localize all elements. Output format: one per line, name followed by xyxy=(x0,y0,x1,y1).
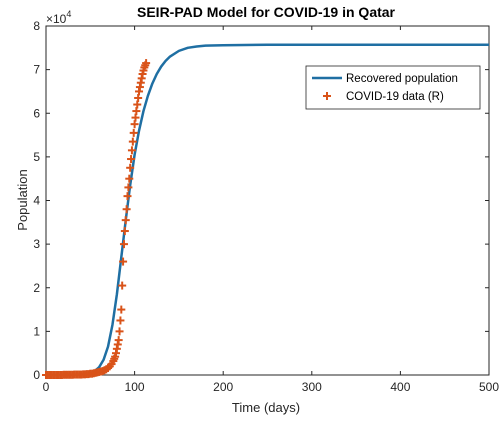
series-points-covid-data xyxy=(42,59,151,379)
x-tick-label: 200 xyxy=(213,380,233,394)
data-point xyxy=(117,305,126,314)
data-point xyxy=(119,240,128,249)
legend-box xyxy=(305,65,481,110)
y-tick-label: 2 xyxy=(33,281,40,295)
y-tick-label: 5 xyxy=(33,150,40,164)
y-exponent-power: 4 xyxy=(66,9,71,19)
x-tick-label: 0 xyxy=(43,380,50,394)
series-line-recovered xyxy=(46,43,489,377)
data-point xyxy=(129,128,138,137)
y-axis: 0 1 2 3 4 5 6 7 8 xyxy=(33,19,489,382)
data-point xyxy=(120,227,129,236)
y-axis-label: Population xyxy=(15,169,30,230)
legend-marker-swatch xyxy=(323,92,331,100)
data-point xyxy=(124,183,133,192)
x-axis: 0 100 200 300 400 500 xyxy=(43,26,499,394)
y-exponent-label: ×104 xyxy=(46,9,71,26)
data-point xyxy=(115,327,124,336)
legend: Recovered population COVID-19 data (R) xyxy=(305,65,481,110)
data-point xyxy=(127,155,136,164)
data-point xyxy=(142,59,151,68)
data-point xyxy=(116,316,125,325)
x-axis-label: Time (days) xyxy=(232,400,300,415)
data-point xyxy=(121,216,130,225)
data-point xyxy=(114,336,123,345)
data-point xyxy=(118,281,127,290)
y-exponent-base: ×10 xyxy=(46,12,67,26)
y-tick-label: 4 xyxy=(33,194,40,208)
data-point xyxy=(126,163,135,172)
data-point xyxy=(119,257,128,266)
legend-label-recovered: Recovered population xyxy=(346,73,458,85)
y-tick-label: 0 xyxy=(33,368,40,382)
y-tick-label: 8 xyxy=(33,19,40,33)
data-point xyxy=(122,205,131,214)
data-point xyxy=(323,92,331,100)
x-tick-label: 300 xyxy=(302,380,322,394)
x-tick-label: 400 xyxy=(390,380,410,394)
x-tick-label: 100 xyxy=(125,380,145,394)
y-tick-label: 7 xyxy=(33,63,40,77)
y-tick-label: 3 xyxy=(33,237,40,251)
chart-title: SEIR-PAD Model for COVID-19 in Qatar xyxy=(137,4,396,20)
data-point xyxy=(123,192,132,201)
series-layer xyxy=(42,43,489,379)
y-tick-label: 6 xyxy=(33,106,40,120)
data-point xyxy=(125,174,134,183)
x-tick-label: 500 xyxy=(479,380,499,394)
legend-label-covid-data: COVID-19 data (R) xyxy=(346,91,444,103)
y-tick-label: 1 xyxy=(33,324,40,338)
data-point xyxy=(128,137,137,146)
data-point xyxy=(127,146,136,155)
